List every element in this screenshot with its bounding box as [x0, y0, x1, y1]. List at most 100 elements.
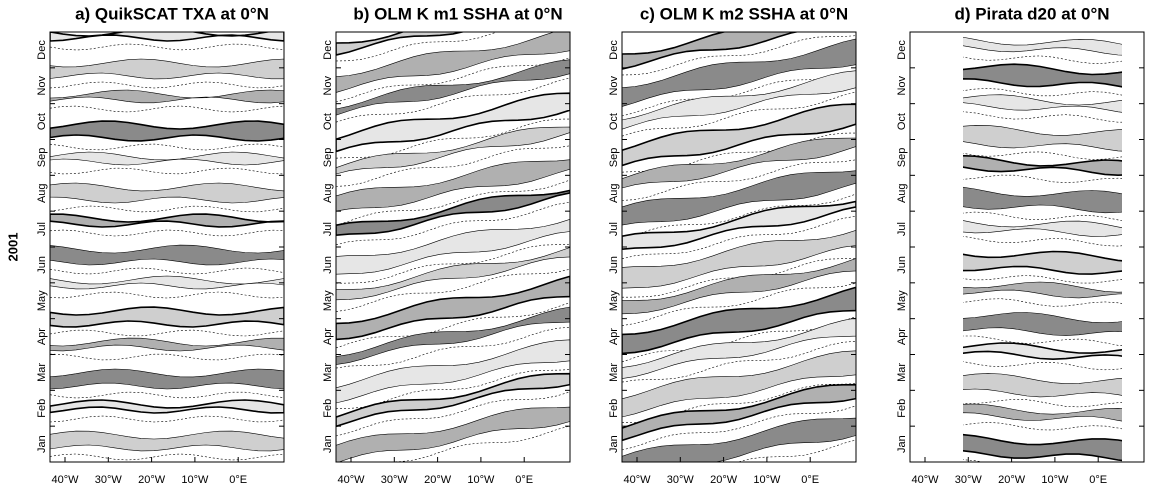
- panel-title: d) Pirata d20 at 0°N: [954, 4, 1109, 23]
- shaded-band: [50, 32, 284, 42]
- shaded-band: [50, 399, 284, 414]
- month-label: Apr: [608, 328, 620, 345]
- month-label: May: [608, 290, 620, 311]
- month-label: Mar: [608, 363, 620, 382]
- month-label: Nov: [322, 75, 334, 95]
- month-label: Mar: [896, 363, 908, 382]
- shaded-band: [50, 89, 284, 104]
- longitude-label: 0°E: [515, 474, 533, 486]
- shaded-band: [50, 182, 284, 204]
- shaded-band: [910, 124, 1144, 152]
- shaded-band: [622, 137, 856, 189]
- shaded-band: [336, 372, 570, 428]
- shaded-band: [910, 154, 1144, 177]
- month-label: May: [36, 290, 48, 311]
- shaded-band: [622, 258, 856, 315]
- month-label: Jul: [608, 222, 620, 236]
- month-label: Mar: [322, 363, 334, 382]
- shaded-band: [622, 170, 856, 226]
- longitude-label: 40°W: [51, 474, 79, 486]
- dashed-contour: [910, 211, 1144, 224]
- dashed-contour: [910, 88, 1144, 100]
- longitude-label: 20°W: [424, 474, 452, 486]
- month-label: Dec: [36, 40, 48, 60]
- dashed-contour: [50, 291, 284, 299]
- shaded-band: [50, 151, 284, 166]
- longitude-label: 20°W: [138, 474, 166, 486]
- shaded-band: [910, 63, 1144, 91]
- shaded-band: [336, 247, 570, 301]
- longitude-label: 10°W: [1041, 474, 1069, 486]
- month-label: Sep: [322, 148, 334, 168]
- shaded-band: [910, 342, 1144, 361]
- dashed-contour: [50, 167, 284, 175]
- month-label: Aug: [322, 183, 334, 203]
- shaded-band: [910, 246, 1144, 275]
- dashed-contour: [50, 229, 284, 237]
- shaded-band: [622, 70, 856, 130]
- month-label: Dec: [322, 40, 334, 60]
- month-label: Dec: [608, 40, 620, 60]
- y-axis-label: 2001: [5, 233, 20, 262]
- shaded-band: [50, 430, 284, 452]
- no-data-area: [1122, 32, 1144, 462]
- shaded-band: [910, 185, 1144, 214]
- month-label: Nov: [36, 75, 48, 95]
- shaded-band: [622, 417, 856, 462]
- shaded-band: [910, 373, 1144, 400]
- shaded-band: [50, 244, 284, 266]
- longitude-label: 30°W: [95, 474, 123, 486]
- longitude-label: 40°W: [911, 474, 939, 486]
- month-label: Jun: [896, 256, 908, 274]
- shaded-band: [622, 229, 856, 289]
- dashed-contour: [50, 81, 284, 89]
- month-label: Jul: [896, 222, 908, 236]
- dashed-contour: [910, 422, 1144, 433]
- panel: d) Pirata d20 at 0°N Jan Feb Mar Apr May Jun Ju…: [896, 4, 1145, 486]
- month-label: May: [896, 290, 908, 311]
- shaded-band: [336, 59, 570, 116]
- shaded-band: [50, 58, 284, 80]
- panel: b) OLM K m1 SSHA at 0°N Jan Feb Mar Apr May Ju…: [322, 4, 571, 486]
- dashed-contour: [336, 57, 570, 103]
- month-label: Aug: [896, 183, 908, 203]
- dashed-contour: [50, 43, 284, 51]
- shaded-band: [50, 120, 284, 142]
- shaded-band: [336, 406, 570, 462]
- shaded-band: [622, 383, 856, 442]
- shaded-band: [622, 286, 856, 355]
- longitude-label: 0°E: [229, 474, 247, 486]
- shaded-band: [336, 126, 570, 175]
- shaded-band: [336, 92, 570, 153]
- dashed-contour: [622, 193, 856, 240]
- dashed-contour: [622, 316, 856, 363]
- dashed-contour: [910, 111, 1144, 123]
- month-label: Jun: [322, 256, 334, 274]
- shaded-band: [910, 216, 1144, 237]
- dashed-contour: [910, 272, 1144, 284]
- no-data-area: [910, 32, 963, 462]
- longitude-label: 0°E: [801, 474, 819, 486]
- shaded-band: [622, 200, 856, 251]
- longitude-label: 20°W: [998, 474, 1026, 486]
- longitude-label: 30°W: [955, 474, 983, 486]
- shaded-band: [910, 403, 1144, 425]
- dashed-contour: [910, 234, 1144, 247]
- dashed-contour: [910, 148, 1144, 160]
- shaded-band: [336, 339, 570, 404]
- dashed-contour: [50, 415, 284, 423]
- shaded-band: [910, 34, 1144, 56]
- month-label: Jan: [608, 435, 620, 453]
- month-label: Sep: [896, 148, 908, 168]
- month-label: Feb: [36, 399, 48, 418]
- shaded-band: [336, 275, 570, 341]
- contour-field: [910, 32, 1144, 462]
- shaded-band: [50, 337, 284, 352]
- panel: a) QuikSCAT TXA at 0°N Jan Feb Mar Apr May Jun…: [36, 4, 285, 486]
- month-label: Feb: [896, 399, 908, 418]
- shaded-band: [50, 368, 284, 390]
- shaded-band: [910, 278, 1144, 299]
- month-label: Oct: [896, 113, 908, 130]
- month-label: Aug: [36, 183, 48, 203]
